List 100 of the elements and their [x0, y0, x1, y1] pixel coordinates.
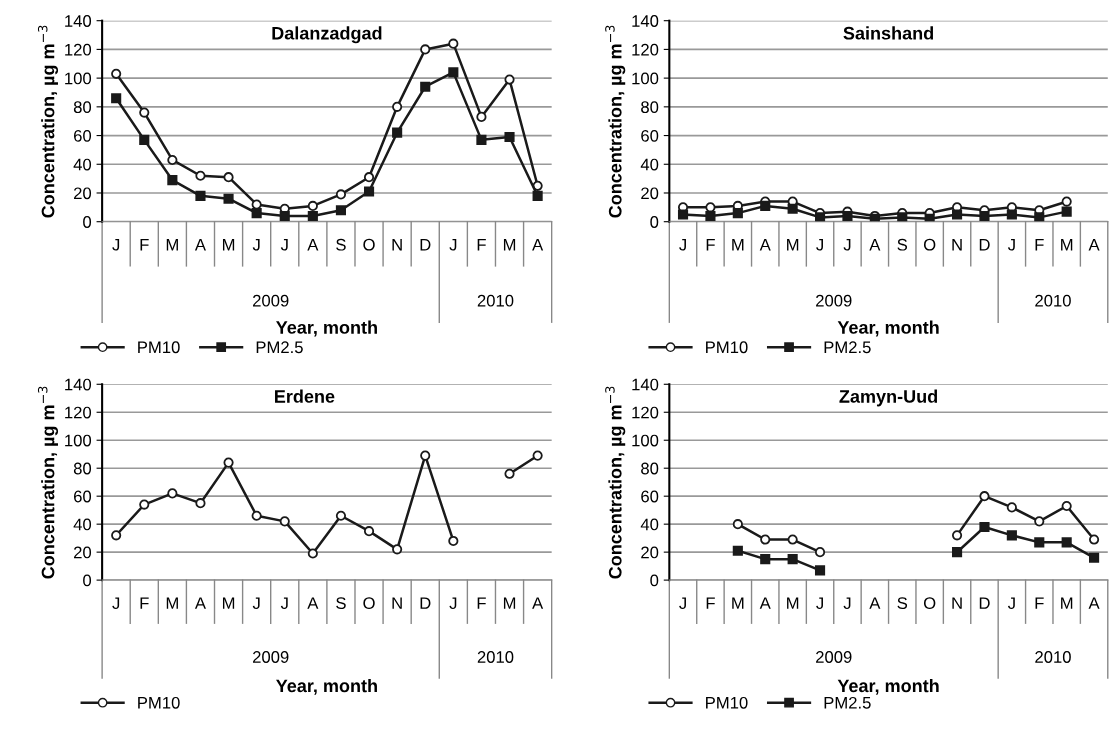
text: 2010	[1035, 651, 1071, 663]
x-tick-label: N	[392, 238, 402, 251]
x-tick-label: F	[1035, 597, 1044, 609]
x-tick-label: F	[1035, 238, 1044, 251]
y-tick-label: 80	[73, 462, 92, 475]
chart-title: Zamyn-Uud	[839, 389, 938, 407]
chart-title: Sainshand	[843, 26, 934, 40]
x-tick-label: M	[787, 238, 799, 251]
legend-label: PM10	[706, 341, 748, 354]
text: 2009	[253, 651, 289, 663]
x-tick-label: A	[194, 238, 206, 251]
x-tick-label: A	[759, 597, 771, 609]
x-tick-label: D	[420, 238, 431, 251]
y-tick-label: 80	[641, 101, 659, 114]
y-tick-label: 100	[65, 434, 92, 447]
x-tick-label: O	[363, 597, 375, 610]
y-tick-label: 140	[65, 15, 92, 27]
x-tick-label: A	[532, 597, 544, 609]
y-axis-title: Concentration, µg m$^{−3}$	[605, 386, 626, 579]
y-tick-label: 100	[632, 434, 659, 447]
x-tick-label: A	[1088, 238, 1100, 251]
text: 2009	[816, 651, 852, 663]
legend-label: PM10	[706, 696, 748, 709]
x-tick-label: J	[112, 597, 120, 610]
y-tick-label: 140	[632, 378, 659, 391]
text: 2010	[477, 294, 514, 307]
x-tick-label: D	[420, 597, 431, 609]
x-tick-label: A	[869, 238, 881, 251]
x-tick-label: S	[336, 597, 346, 610]
x-tick-label: M	[732, 597, 744, 609]
y-tick-label: 0	[83, 216, 92, 228]
x-tick-label: A	[307, 597, 319, 609]
x-tick-label: J	[1007, 597, 1015, 610]
x-axis-title: Year, month	[276, 678, 377, 695]
y-tick-label: 120	[65, 43, 92, 56]
x-tick-label: N	[392, 597, 402, 609]
x-tick-label: F	[706, 238, 715, 251]
x-tick-label: J	[679, 238, 686, 251]
x-tick-label: J	[816, 238, 823, 251]
x-tick-label: M	[787, 597, 799, 609]
x-tick-label: J	[816, 597, 823, 610]
x-tick-label: D	[979, 238, 990, 251]
legend-label: PM2.5	[256, 341, 303, 354]
x-tick-label: M	[732, 238, 744, 251]
legend-label: PM10	[138, 696, 180, 709]
x-tick-label: F	[140, 597, 149, 609]
x-axis-title: Year, month	[276, 320, 377, 337]
x-tick-label: A	[869, 597, 881, 609]
x-tick-label: M	[166, 238, 178, 251]
x-tick-label: N	[952, 597, 962, 609]
x-tick-label: F	[477, 238, 486, 251]
chart-title: Erdene	[275, 389, 335, 403]
text: 2010	[477, 651, 514, 663]
x-tick-label: M	[222, 597, 235, 609]
x-tick-label: O	[363, 238, 375, 251]
y-axis-title: Concentration, µg m$^{−3}$	[37, 386, 59, 579]
x-tick-label: J	[112, 238, 120, 251]
chart-title: Dalanzadgad	[272, 26, 382, 44]
x-tick-label: F	[140, 238, 149, 251]
x-tick-label: M	[503, 238, 516, 251]
y-tick-label: 140	[632, 15, 659, 27]
x-tick-label: D	[979, 597, 990, 609]
x-tick-label: A	[532, 238, 544, 251]
x-tick-label: J	[252, 597, 260, 610]
y-tick-label: 20	[641, 187, 659, 200]
y-tick-label: 20	[74, 546, 92, 559]
y-tick-label: 20	[74, 187, 92, 200]
y-tick-label: 40	[73, 158, 92, 171]
x-tick-label: M	[1061, 597, 1073, 609]
text: 2009	[816, 294, 852, 307]
x-tick-label: S	[897, 238, 908, 251]
x-tick-label: A	[1088, 597, 1100, 609]
y-tick-label: 40	[640, 518, 659, 531]
x-axis-title: Year, month	[837, 678, 939, 695]
y-tick-label: 60	[641, 129, 659, 142]
x-tick-label: M	[1061, 238, 1073, 251]
x-tick-label: A	[194, 597, 206, 609]
x-tick-label: J	[449, 238, 457, 251]
x-tick-label: J	[843, 238, 851, 251]
x-tick-label: M	[166, 597, 178, 609]
y-tick-label: 0	[650, 574, 659, 587]
y-tick-label: 100	[65, 72, 92, 85]
x-tick-label: J	[280, 597, 288, 610]
x-tick-label: J	[449, 597, 457, 610]
text: 2009	[253, 294, 289, 307]
x-tick-label: O	[923, 238, 936, 251]
x-tick-label: M	[222, 238, 235, 251]
x-tick-label: M	[503, 597, 516, 609]
x-tick-label: A	[759, 238, 771, 251]
x-tick-label: S	[336, 238, 346, 251]
x-tick-label: S	[897, 597, 908, 610]
legend-label: PM2.5	[824, 696, 871, 709]
x-tick-label: O	[923, 597, 936, 610]
y-tick-label: 0	[650, 216, 659, 228]
y-tick-label: 60	[641, 490, 659, 503]
x-tick-label: J	[679, 597, 686, 610]
x-tick-label: N	[952, 238, 962, 251]
y-tick-label: 80	[73, 101, 92, 114]
x-tick-label: J	[843, 597, 851, 610]
y-tick-label: 60	[74, 129, 92, 142]
